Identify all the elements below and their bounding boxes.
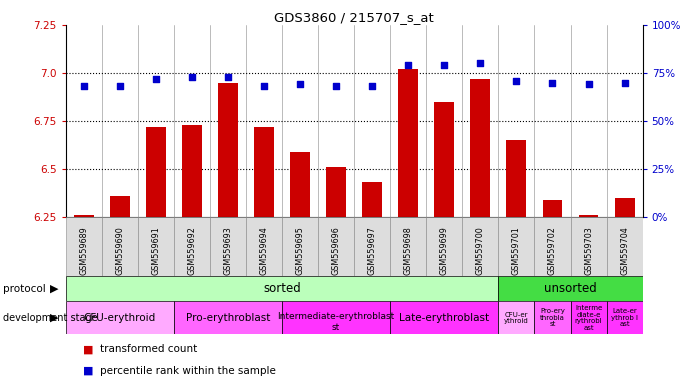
Text: GSM559694: GSM559694 bbox=[260, 226, 269, 275]
Bar bbox=[471, 79, 491, 217]
Text: development stage: development stage bbox=[3, 313, 98, 323]
Bar bbox=[462, 217, 498, 276]
Point bbox=[78, 83, 89, 89]
Point bbox=[330, 83, 341, 89]
Bar bbox=[435, 102, 454, 217]
Text: Intermediate-erythroblast: Intermediate-erythroblast bbox=[278, 312, 395, 321]
Bar bbox=[398, 69, 418, 217]
Text: Interme
diate-e
rythrobl
ast: Interme diate-e rythrobl ast bbox=[575, 305, 603, 331]
Text: GSM559697: GSM559697 bbox=[368, 226, 377, 275]
Text: Late-erythroblast: Late-erythroblast bbox=[399, 313, 489, 323]
Point bbox=[475, 60, 486, 66]
Bar bbox=[390, 217, 426, 276]
Text: GSM559704: GSM559704 bbox=[620, 226, 629, 275]
Point bbox=[258, 83, 269, 89]
Bar bbox=[571, 301, 607, 334]
Text: Pro-erythroblast: Pro-erythroblast bbox=[186, 313, 270, 323]
Bar bbox=[578, 215, 598, 217]
Bar bbox=[534, 217, 571, 276]
Bar bbox=[254, 127, 274, 217]
Bar bbox=[542, 200, 562, 217]
Bar bbox=[390, 301, 498, 334]
Point bbox=[583, 81, 594, 88]
Bar bbox=[362, 182, 382, 217]
Bar bbox=[174, 217, 210, 276]
Text: GSM559698: GSM559698 bbox=[404, 226, 413, 275]
Point bbox=[223, 74, 234, 80]
Text: ■: ■ bbox=[83, 344, 93, 354]
Text: GSM559689: GSM559689 bbox=[79, 226, 88, 275]
Bar bbox=[282, 217, 318, 276]
Text: ▶: ▶ bbox=[50, 284, 58, 294]
Text: transformed count: transformed count bbox=[100, 344, 198, 354]
Bar bbox=[507, 140, 527, 217]
Text: ▶: ▶ bbox=[50, 313, 58, 323]
Bar bbox=[66, 276, 498, 301]
Text: GSM559699: GSM559699 bbox=[439, 226, 448, 275]
Point bbox=[187, 74, 198, 80]
Text: GSM559693: GSM559693 bbox=[223, 226, 232, 275]
Bar bbox=[74, 215, 93, 217]
Text: GSM559695: GSM559695 bbox=[296, 226, 305, 275]
Bar bbox=[146, 127, 166, 217]
Bar bbox=[607, 217, 643, 276]
Point bbox=[403, 62, 414, 68]
Text: protocol: protocol bbox=[3, 284, 46, 294]
Bar bbox=[534, 301, 571, 334]
Bar bbox=[246, 217, 282, 276]
Bar bbox=[218, 83, 238, 217]
Point bbox=[511, 78, 522, 84]
Text: GSM559703: GSM559703 bbox=[584, 226, 593, 275]
Text: CFU-erythroid: CFU-erythroid bbox=[84, 313, 156, 323]
Bar bbox=[498, 276, 643, 301]
Point bbox=[619, 79, 630, 86]
Bar bbox=[426, 217, 462, 276]
Bar bbox=[498, 301, 534, 334]
Point bbox=[294, 81, 305, 88]
Text: GSM559692: GSM559692 bbox=[187, 226, 196, 275]
Text: GSM559696: GSM559696 bbox=[332, 226, 341, 275]
Text: GSM559700: GSM559700 bbox=[476, 226, 485, 275]
Text: GSM559690: GSM559690 bbox=[115, 226, 124, 275]
Text: Late-er
ythrob l
ast: Late-er ythrob l ast bbox=[611, 308, 638, 327]
Bar bbox=[66, 217, 102, 276]
Text: sorted: sorted bbox=[263, 283, 301, 295]
Point bbox=[367, 83, 378, 89]
Text: GSM559691: GSM559691 bbox=[151, 226, 160, 275]
Text: st: st bbox=[332, 323, 340, 332]
Text: ■: ■ bbox=[83, 366, 93, 376]
Bar bbox=[66, 301, 174, 334]
Text: percentile rank within the sample: percentile rank within the sample bbox=[100, 366, 276, 376]
Bar bbox=[138, 217, 174, 276]
Text: CFU-er
ythroid: CFU-er ythroid bbox=[504, 311, 529, 324]
Bar bbox=[282, 301, 390, 334]
Bar bbox=[498, 217, 534, 276]
Bar bbox=[210, 217, 246, 276]
Point bbox=[150, 76, 161, 82]
Bar bbox=[290, 152, 310, 217]
Bar bbox=[571, 217, 607, 276]
Bar bbox=[326, 167, 346, 217]
Bar bbox=[318, 217, 354, 276]
Text: Pro-ery
throbla
st: Pro-ery throbla st bbox=[540, 308, 565, 327]
Bar bbox=[615, 198, 634, 217]
Bar bbox=[102, 217, 138, 276]
Bar bbox=[607, 301, 643, 334]
Point bbox=[114, 83, 125, 89]
Text: GSM559702: GSM559702 bbox=[548, 226, 557, 275]
Text: GSM559701: GSM559701 bbox=[512, 226, 521, 275]
Text: unsorted: unsorted bbox=[544, 283, 597, 295]
Bar bbox=[182, 125, 202, 217]
Bar bbox=[110, 196, 130, 217]
Bar bbox=[174, 301, 282, 334]
Point bbox=[547, 79, 558, 86]
Title: GDS3860 / 215707_s_at: GDS3860 / 215707_s_at bbox=[274, 11, 434, 24]
Bar bbox=[354, 217, 390, 276]
Point bbox=[439, 62, 450, 68]
